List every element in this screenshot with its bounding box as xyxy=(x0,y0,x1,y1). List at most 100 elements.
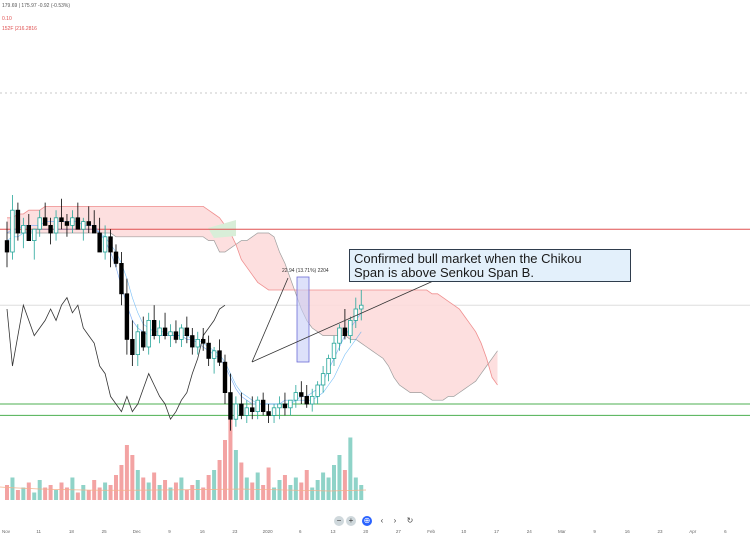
candle-body xyxy=(288,399,293,409)
x-tick-label: 18 xyxy=(69,529,75,534)
x-tick-label: 23 xyxy=(657,529,663,534)
x-tick-label: 9 xyxy=(168,529,171,534)
x-tick-label: 17 xyxy=(494,529,500,534)
volume-bar xyxy=(81,485,86,500)
candle-body xyxy=(75,217,81,230)
volume-bar xyxy=(201,487,206,500)
candle-body xyxy=(168,331,173,336)
candle-body xyxy=(348,319,353,336)
candle-body xyxy=(244,407,249,416)
volume-bar xyxy=(54,490,59,500)
volume-bar xyxy=(195,480,200,500)
candle-body xyxy=(342,327,348,336)
indicator-legend-1: 0.10 xyxy=(2,16,12,22)
scroll-right-button[interactable]: › xyxy=(393,516,397,525)
candle-body xyxy=(4,240,10,253)
annotation-callout[interactable]: Confirmed bull market when the Chikou Sp… xyxy=(349,249,631,282)
candle-body xyxy=(48,224,53,234)
volume-bar xyxy=(304,470,309,500)
x-tick-label: 6 xyxy=(299,529,302,534)
candle-body xyxy=(315,384,320,397)
volume-bar xyxy=(75,492,80,500)
volume-bar xyxy=(332,465,336,500)
candle-body xyxy=(260,399,266,413)
volume-bar xyxy=(359,485,364,500)
volume-bar xyxy=(255,472,260,500)
volume-bar xyxy=(48,485,53,500)
volume-bar xyxy=(173,482,178,500)
volume-bar xyxy=(130,455,135,500)
zoom-out-button[interactable]: − xyxy=(334,516,344,526)
candle-body xyxy=(255,399,260,413)
candle-body xyxy=(10,209,15,253)
x-tick-label: 25 xyxy=(102,529,108,534)
x-tick-label: 24 xyxy=(527,529,533,534)
candle-body xyxy=(86,221,91,226)
x-tick-label: 16 xyxy=(625,529,631,534)
zoom-in-button[interactable]: + xyxy=(346,516,356,526)
candle-body xyxy=(250,407,255,412)
candle-body xyxy=(81,221,86,230)
ohlc-legend: 179.69 | 175.97 -0.92 (-0.53%) xyxy=(2,3,71,9)
volume-bar xyxy=(103,482,108,500)
candle-body xyxy=(239,403,244,416)
volume-bar xyxy=(179,477,184,500)
candle-body xyxy=(97,232,102,253)
x-tick-label: 2020 xyxy=(263,529,274,534)
candle-body xyxy=(130,338,135,355)
candle-body xyxy=(195,338,200,348)
volume-bar xyxy=(299,482,304,500)
volume-bar xyxy=(282,475,287,500)
candle-body xyxy=(124,293,130,340)
candle-body xyxy=(309,395,315,405)
volume-bar xyxy=(233,450,238,500)
volume-bar xyxy=(157,485,162,500)
crosshair-icon[interactable]: ⊕ xyxy=(362,516,372,526)
candle-body xyxy=(32,228,37,241)
volume-bar xyxy=(146,482,151,500)
arrow-line-up xyxy=(251,277,289,363)
x-tick-label: Nov xyxy=(2,529,11,534)
volume-bar xyxy=(135,470,140,500)
volume-bar xyxy=(108,485,113,500)
measure-label: 22.94 (13.71%) 2204 xyxy=(282,268,329,274)
volume-bar xyxy=(228,415,233,500)
x-tick-label: Mar xyxy=(558,529,566,534)
candle-body xyxy=(282,403,288,409)
x-tick-label: Dec xyxy=(133,529,142,534)
candle-body xyxy=(271,407,277,416)
candle-body xyxy=(59,217,64,223)
candle-body xyxy=(146,319,151,348)
candle-body xyxy=(113,251,119,264)
x-tick-label: 16 xyxy=(200,529,206,534)
candle-body xyxy=(293,392,299,401)
volume-bar xyxy=(70,477,75,500)
volume-average-line xyxy=(0,486,367,492)
volume-bar xyxy=(250,482,255,500)
scroll-left-button[interactable]: ‹ xyxy=(380,516,384,525)
volume-bar xyxy=(223,440,227,500)
candle-body xyxy=(320,373,326,386)
candle-body xyxy=(119,262,124,295)
volume-bar xyxy=(244,477,249,500)
candle-body xyxy=(151,319,157,336)
x-tick-label: 9 xyxy=(593,529,596,534)
volume-bar xyxy=(288,485,293,500)
candle-body xyxy=(233,403,239,420)
candle-body xyxy=(162,327,168,336)
x-tick-label: 6 xyxy=(724,529,727,534)
volume-bar xyxy=(86,490,91,500)
candle-body xyxy=(64,221,70,226)
volume-bar xyxy=(348,437,353,500)
candle-body xyxy=(228,392,233,420)
volume-bar xyxy=(353,477,358,500)
candle-body xyxy=(141,331,146,348)
volume-bar xyxy=(43,487,48,500)
x-tick-label: 20 xyxy=(363,529,369,534)
x-tick-label: 23 xyxy=(232,529,238,534)
reset-chart-button[interactable]: ↻ xyxy=(406,516,414,525)
volume-bar xyxy=(315,480,320,500)
volume-bar xyxy=(217,460,222,500)
